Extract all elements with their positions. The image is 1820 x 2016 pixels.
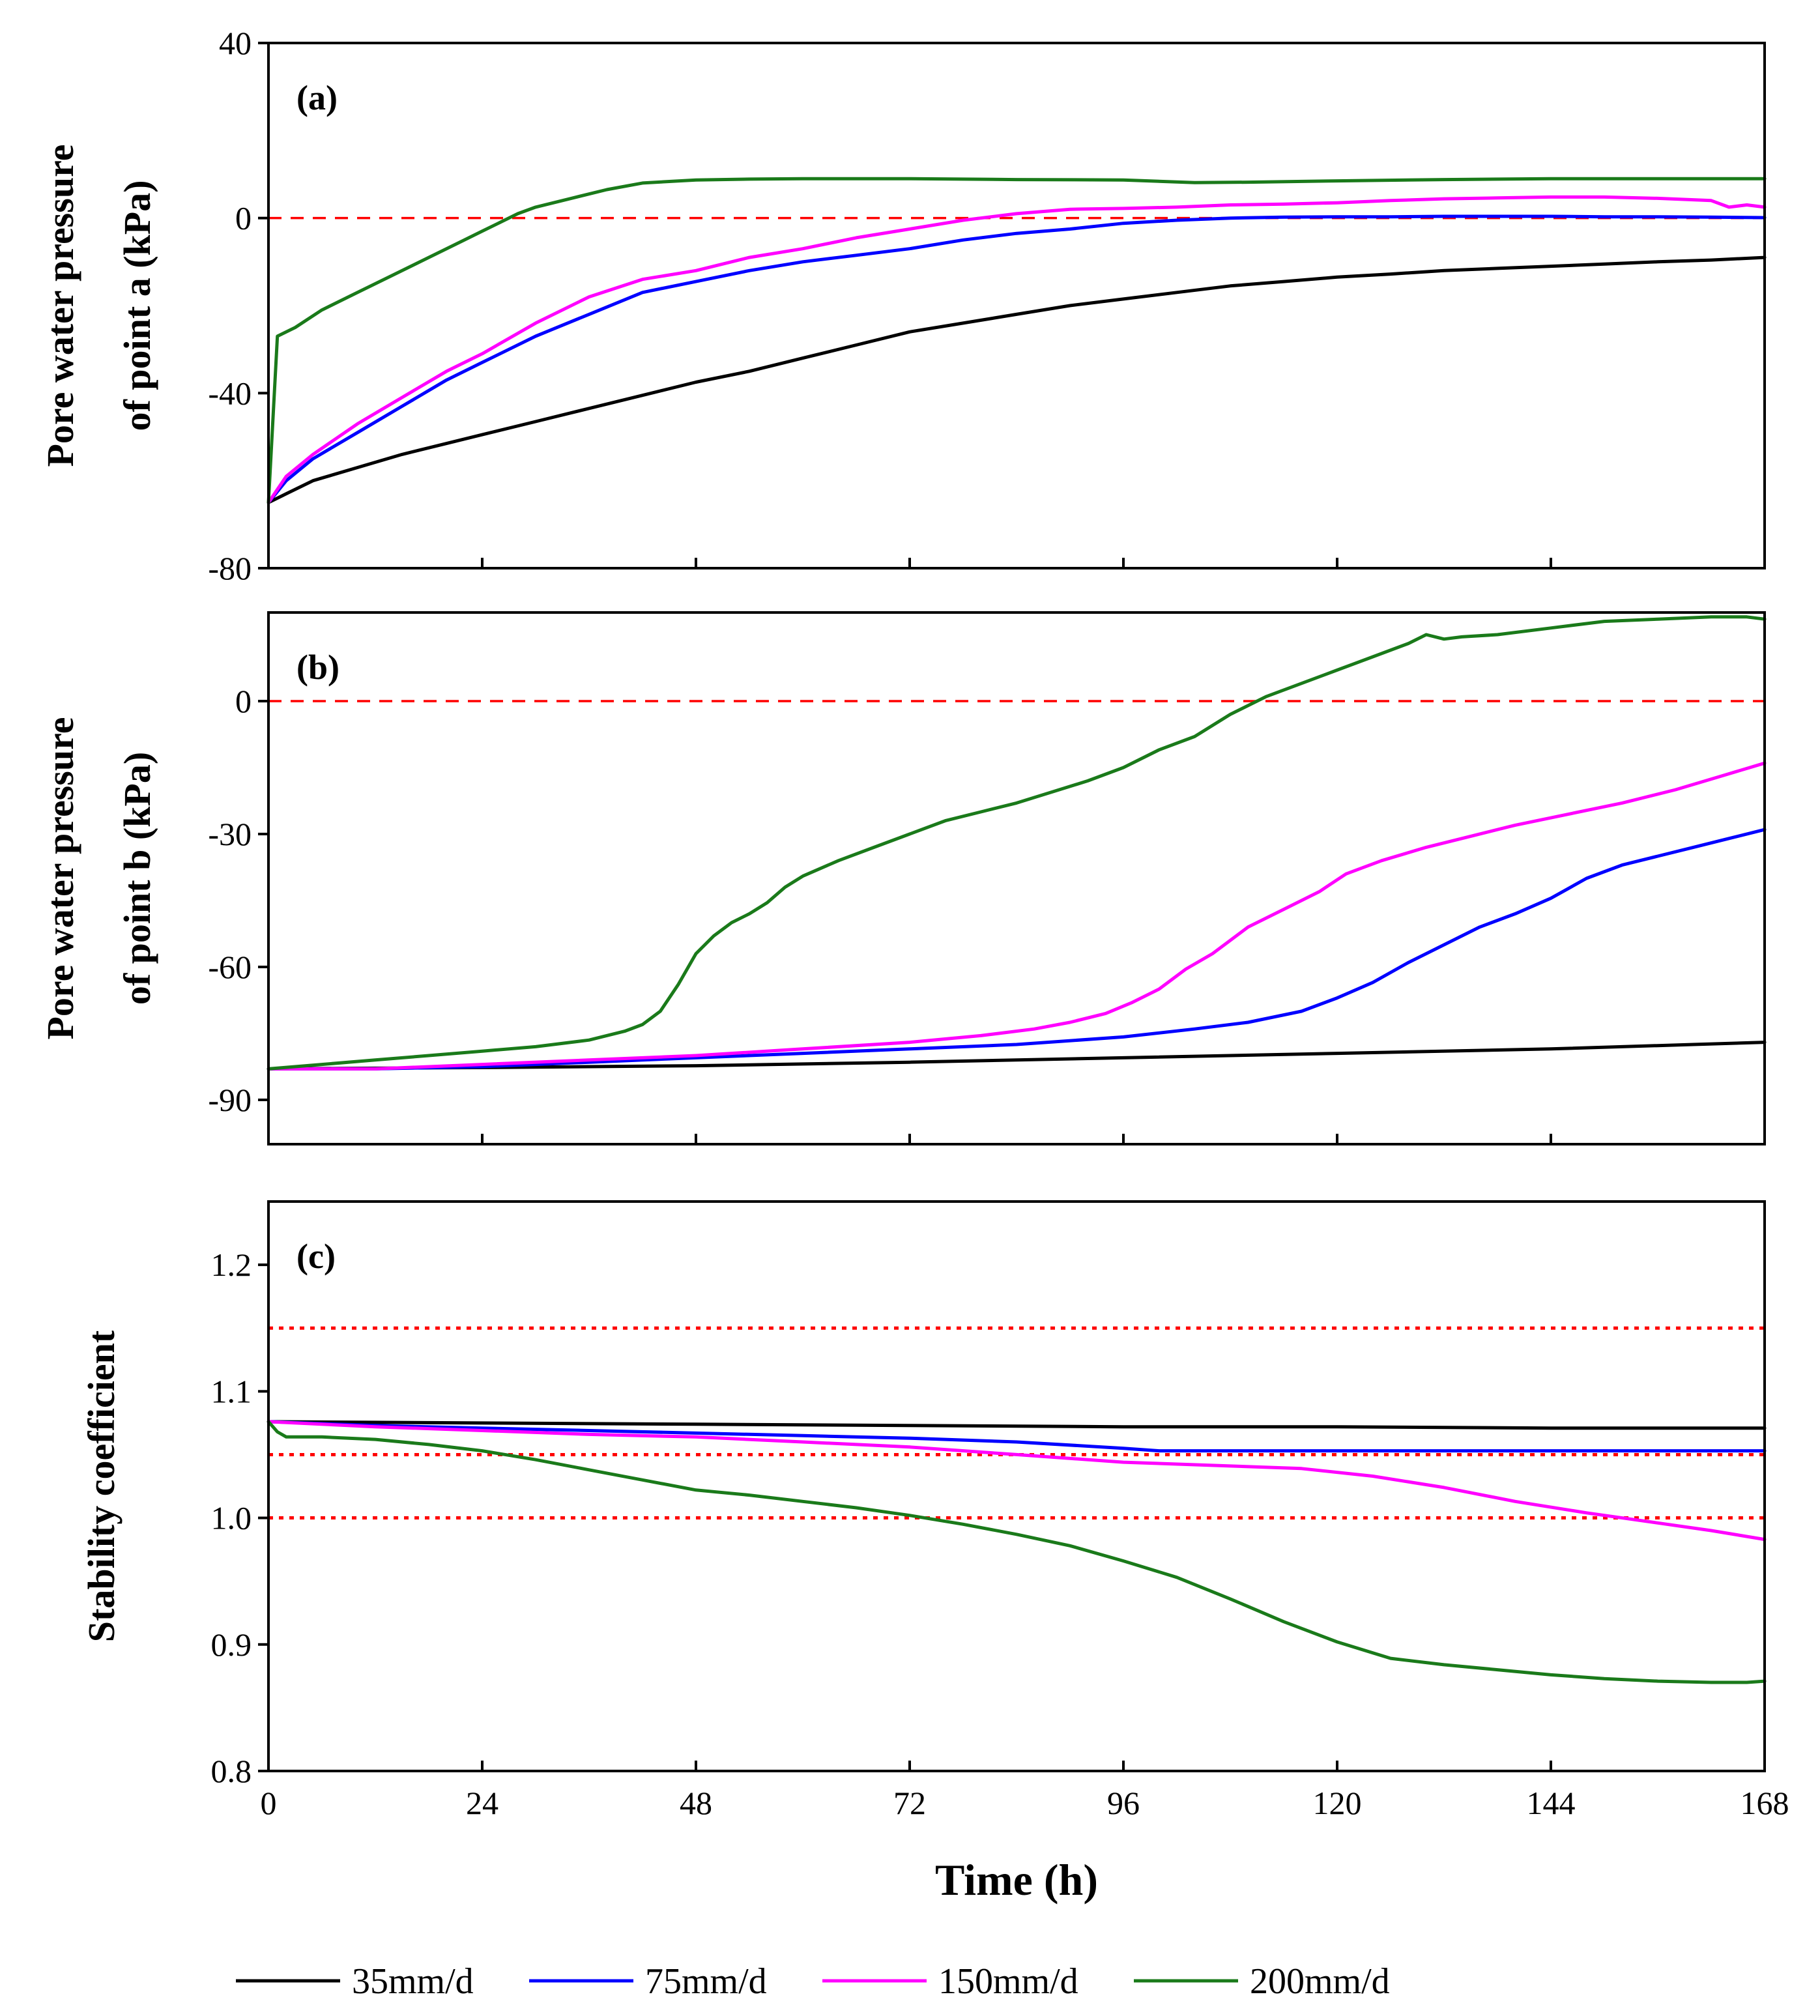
y-axis-label-line2: of point b (kPa)	[116, 752, 158, 1005]
plot-frame	[267, 611, 1766, 1145]
y-tick-label: -80	[208, 550, 252, 586]
y-tick-label: -90	[208, 1082, 252, 1118]
legend-label-150mm/d: 150mm/d	[938, 1961, 1078, 2002]
legend-label-35mm/d: 35mm/d	[352, 1961, 474, 2002]
series-line-35mm/d	[267, 255, 1767, 504]
series-line-75mm/d	[267, 214, 1767, 504]
y-tick-label: 0.8	[211, 1753, 252, 1789]
y-tick-label: 40	[219, 25, 252, 61]
y-axis-label-line1: Pore water pressure	[39, 717, 81, 1039]
y-axis-label: Stability coefficient	[80, 1330, 123, 1642]
panel-1: -80 -40 0 40 (a) Pore water pressure of point …	[39, 25, 1767, 586]
x-tick-label: 96	[1107, 1785, 1140, 1821]
y-tick-label: 0	[235, 200, 252, 237]
y-tick-label: 1.1	[211, 1373, 252, 1409]
series-line-200mm/d	[267, 177, 1767, 504]
x-tick-label: 144	[1527, 1785, 1576, 1821]
x-axis-label: Time (h)	[935, 1855, 1098, 1905]
series-line-75mm/d	[267, 1420, 1767, 1453]
series-line-150mm/d	[267, 1420, 1767, 1542]
y-tick-label: 0	[235, 683, 252, 719]
legend-label-75mm/d: 75mm/d	[645, 1961, 767, 2002]
plot-frame	[267, 1200, 1766, 1772]
legend-label-200mm/d: 200mm/d	[1250, 1961, 1390, 2002]
x-tick-label: 120	[1313, 1785, 1362, 1821]
series-line-200mm/d	[267, 615, 1767, 1071]
y-axis-label-line1: Pore water pressure	[39, 144, 81, 467]
panel-3: 0.8 0.9 1.0 1.1 1.2 0 24 48 72 96 120 144 168 (c) Stab…	[80, 1200, 1789, 1905]
plot-frame	[267, 42, 1766, 569]
x-tick-label: 72	[893, 1785, 926, 1821]
legend: 35mm/d 75mm/d 150mm/d 200mm/d	[236, 1961, 1390, 2002]
x-tick-label: 0	[261, 1785, 277, 1821]
series-line-200mm/d	[267, 1420, 1767, 1684]
y-tick-label: 1.2	[211, 1246, 252, 1283]
x-tick-label: 48	[680, 1785, 712, 1821]
series-line-150mm/d	[267, 761, 1767, 1071]
y-tick-label: -30	[208, 816, 252, 852]
panel-label: (c)	[296, 1237, 336, 1276]
series-line-75mm/d	[267, 828, 1767, 1071]
panel-label: (a)	[296, 78, 338, 117]
panel-2: -90 -60 -30 0 (b) Pore water pressure of point…	[39, 611, 1767, 1145]
y-tick-label: -40	[208, 375, 252, 411]
x-tick-label: 24	[466, 1785, 498, 1821]
y-axis-label-line2: of point a (kPa)	[116, 180, 158, 431]
series-line-150mm/d	[267, 195, 1767, 504]
panel-label: (b)	[296, 648, 339, 687]
y-tick-label: 0.9	[211, 1626, 252, 1663]
series-line-35mm/d	[267, 1041, 1767, 1071]
series-line-35mm/d	[267, 1420, 1767, 1430]
y-tick-label: -60	[208, 949, 252, 985]
y-tick-label: 1.0	[211, 1500, 252, 1536]
x-tick-label: 168	[1741, 1785, 1789, 1821]
